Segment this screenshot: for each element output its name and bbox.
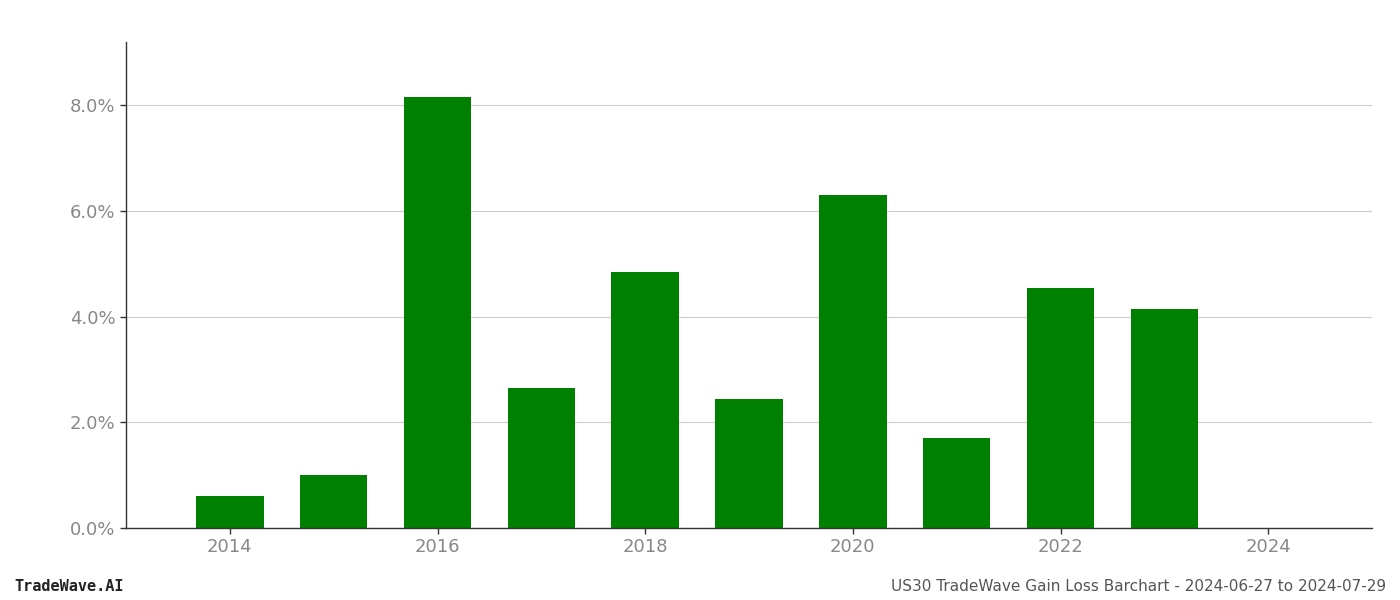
Bar (612, 272, 679, 528)
Bar (300, 475, 367, 528)
Bar (508, 388, 575, 528)
Bar (403, 97, 472, 528)
Bar (819, 195, 886, 528)
Bar (1026, 287, 1095, 528)
Text: US30 TradeWave Gain Loss Barchart - 2024-06-27 to 2024-07-29: US30 TradeWave Gain Loss Barchart - 2024… (890, 579, 1386, 594)
Bar (1131, 309, 1198, 528)
Bar (196, 496, 263, 528)
Bar (923, 438, 990, 528)
Text: TradeWave.AI: TradeWave.AI (14, 579, 123, 594)
Bar (715, 398, 783, 528)
